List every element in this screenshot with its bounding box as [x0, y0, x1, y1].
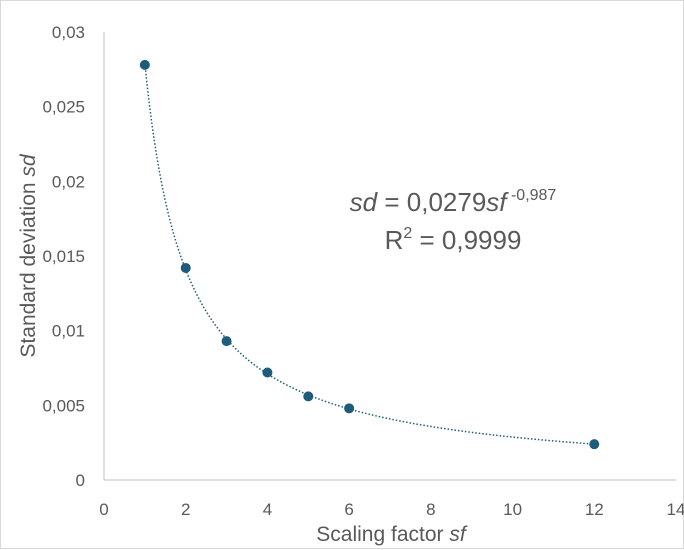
data-point: [344, 403, 355, 414]
y-tick-label: 0: [76, 471, 85, 490]
x-tick-label: 2: [181, 500, 190, 519]
data-point: [303, 391, 314, 402]
x-tick-label: 8: [426, 500, 435, 519]
x-tick-label: 10: [503, 500, 522, 519]
data-point: [221, 336, 232, 347]
x-tick-label: 12: [585, 500, 604, 519]
axes: [103, 32, 676, 481]
y-axis-title: Standard deviation sd: [17, 153, 40, 357]
y-tick-label: 0,015: [42, 247, 85, 266]
x-tick-label: 6: [344, 500, 353, 519]
trendline-equation: sd = 0,0279sf -0,987: [350, 187, 557, 217]
x-tick-label: 4: [263, 500, 272, 519]
data-point: [139, 59, 150, 70]
trendline-group: [144, 63, 595, 445]
y-tick-label: 0,02: [52, 172, 85, 191]
data-point: [589, 439, 600, 450]
x-tick-label: 14: [667, 500, 684, 519]
data-point: [262, 367, 273, 378]
x-tick-label: 0: [99, 500, 108, 519]
x-axis-title: Scaling factor sf: [316, 523, 468, 546]
r-squared-label: R2 = 0,9999: [385, 225, 522, 255]
y-tick-labels: 0 0,005 0,01 0,015 0,02 0,025 0,03: [42, 23, 85, 490]
y-tick-label: 0,01: [52, 322, 85, 341]
y-tick-label: 0,005: [42, 396, 85, 415]
data-point: [180, 262, 191, 273]
y-tick-label: 0,025: [42, 98, 85, 117]
power-trendline: [144, 63, 595, 445]
x-tick-labels: 0 2 4 6 8 10 12 14: [99, 500, 684, 519]
y-tick-label: 0,03: [52, 23, 85, 42]
data-points: [139, 59, 600, 450]
